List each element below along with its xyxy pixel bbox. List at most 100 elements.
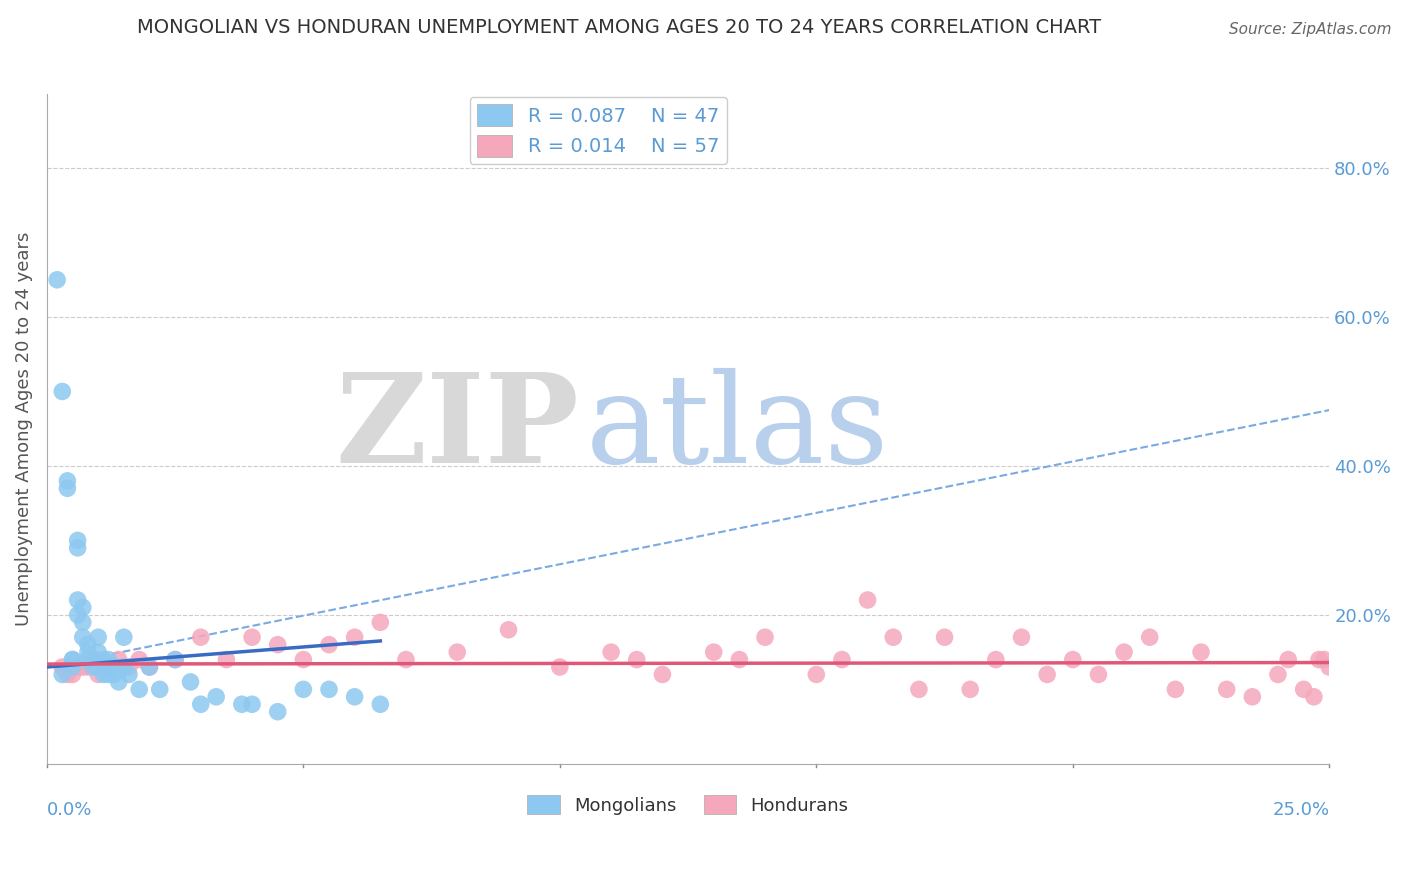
- Point: [1112, 645, 1135, 659]
- Text: ZIP: ZIP: [335, 368, 579, 489]
- Point: [908, 682, 931, 697]
- Point: [72, 660, 94, 674]
- Point: [87, 645, 110, 659]
- Point: [77, 652, 100, 666]
- Point: [62, 652, 84, 666]
- Point: [651, 667, 673, 681]
- Point: [1215, 682, 1237, 697]
- Text: 25.0%: 25.0%: [1272, 801, 1329, 819]
- Point: [91, 652, 114, 666]
- Point: [1164, 682, 1187, 697]
- Point: [77, 660, 100, 674]
- Point: [51, 384, 73, 399]
- Point: [82, 652, 104, 666]
- Point: [1241, 690, 1264, 704]
- Point: [703, 645, 725, 659]
- Point: [82, 660, 104, 674]
- Point: [205, 690, 228, 704]
- Point: [498, 623, 520, 637]
- Point: [103, 667, 125, 681]
- Point: [1302, 690, 1324, 704]
- Point: [856, 593, 879, 607]
- Point: [959, 682, 981, 697]
- Point: [51, 667, 73, 681]
- Point: [128, 652, 150, 666]
- Point: [1292, 682, 1315, 697]
- Point: [1313, 652, 1336, 666]
- Legend: Mongolians, Hondurans: Mongolians, Hondurans: [520, 788, 856, 822]
- Point: [318, 638, 340, 652]
- Point: [1087, 667, 1109, 681]
- Point: [318, 682, 340, 697]
- Point: [267, 705, 290, 719]
- Point: [240, 630, 263, 644]
- Point: [51, 660, 73, 674]
- Point: [112, 660, 135, 674]
- Y-axis label: Unemployment Among Ages 20 to 24 years: Unemployment Among Ages 20 to 24 years: [15, 232, 32, 626]
- Point: [231, 698, 253, 712]
- Point: [1308, 652, 1330, 666]
- Point: [548, 660, 571, 674]
- Point: [107, 652, 129, 666]
- Text: Source: ZipAtlas.com: Source: ZipAtlas.com: [1229, 22, 1392, 37]
- Point: [1277, 652, 1299, 666]
- Point: [72, 630, 94, 644]
- Point: [1036, 667, 1059, 681]
- Point: [56, 481, 79, 495]
- Point: [1062, 652, 1084, 666]
- Text: atlas: atlas: [585, 368, 889, 489]
- Point: [77, 638, 100, 652]
- Point: [1139, 630, 1161, 644]
- Point: [149, 682, 172, 697]
- Point: [754, 630, 776, 644]
- Point: [190, 698, 212, 712]
- Point: [91, 667, 114, 681]
- Point: [395, 652, 418, 666]
- Point: [97, 667, 120, 681]
- Point: [934, 630, 956, 644]
- Point: [728, 652, 751, 666]
- Point: [66, 593, 89, 607]
- Point: [1267, 667, 1289, 681]
- Point: [87, 630, 110, 644]
- Point: [368, 615, 391, 630]
- Point: [600, 645, 623, 659]
- Point: [62, 667, 84, 681]
- Point: [97, 652, 120, 666]
- Point: [77, 645, 100, 659]
- Point: [66, 541, 89, 555]
- Point: [56, 667, 79, 681]
- Point: [292, 652, 315, 666]
- Point: [87, 660, 110, 674]
- Point: [292, 682, 315, 697]
- Point: [165, 652, 187, 666]
- Text: MONGOLIAN VS HONDURAN UNEMPLOYMENT AMONG AGES 20 TO 24 YEARS CORRELATION CHART: MONGOLIAN VS HONDURAN UNEMPLOYMENT AMONG…: [136, 18, 1101, 37]
- Point: [66, 533, 89, 548]
- Point: [446, 645, 468, 659]
- Point: [66, 607, 89, 622]
- Point: [62, 660, 84, 674]
- Point: [882, 630, 904, 644]
- Point: [984, 652, 1007, 666]
- Point: [72, 615, 94, 630]
- Point: [831, 652, 853, 666]
- Point: [118, 660, 141, 674]
- Point: [112, 630, 135, 644]
- Point: [128, 682, 150, 697]
- Point: [626, 652, 648, 666]
- Point: [87, 667, 110, 681]
- Point: [118, 667, 141, 681]
- Point: [267, 638, 290, 652]
- Point: [56, 474, 79, 488]
- Point: [62, 652, 84, 666]
- Point: [72, 600, 94, 615]
- Point: [107, 674, 129, 689]
- Point: [82, 652, 104, 666]
- Point: [103, 660, 125, 674]
- Point: [343, 690, 366, 704]
- Point: [66, 660, 89, 674]
- Point: [190, 630, 212, 644]
- Point: [806, 667, 828, 681]
- Point: [97, 660, 120, 674]
- Point: [368, 698, 391, 712]
